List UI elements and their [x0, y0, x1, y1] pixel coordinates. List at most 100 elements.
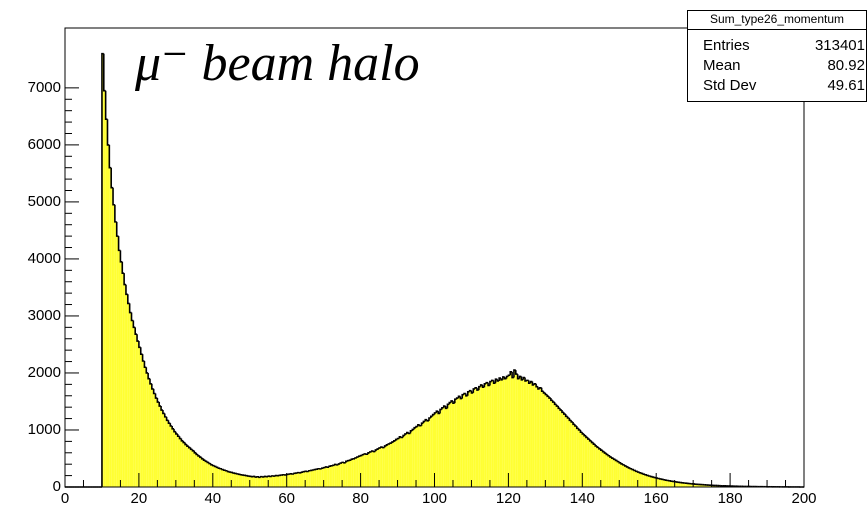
bar-outline — [636, 471, 640, 473]
bar-outline — [215, 466, 219, 469]
bar — [456, 398, 459, 487]
bar-outline — [457, 395, 461, 399]
stats-frame — [687, 10, 867, 102]
bar — [672, 481, 675, 487]
bar-outline — [596, 445, 599, 449]
y-tick-label: 1000 — [28, 421, 61, 438]
bar — [151, 388, 154, 487]
bar — [440, 409, 442, 487]
bar — [270, 476, 272, 487]
bar — [639, 472, 642, 487]
bar — [312, 470, 315, 487]
bar — [582, 433, 585, 487]
bar-outline — [167, 420, 171, 424]
bar — [617, 461, 620, 487]
bar-outline — [559, 408, 562, 411]
bar — [181, 440, 184, 487]
bar-outline — [339, 462, 343, 464]
bar — [569, 420, 572, 487]
bar-outline — [594, 444, 598, 447]
bar — [153, 393, 156, 487]
bar — [421, 423, 424, 487]
bar — [521, 379, 524, 487]
bar — [327, 467, 330, 487]
bar — [373, 451, 376, 487]
bar — [386, 444, 389, 487]
bar — [525, 380, 527, 487]
bar — [347, 460, 350, 487]
bar — [593, 444, 596, 487]
bar-outline — [599, 448, 603, 452]
bar — [124, 284, 126, 487]
bar-outline — [128, 303, 132, 314]
bar — [510, 371, 513, 487]
bar-outline — [574, 424, 577, 427]
bar-outline — [622, 463, 625, 466]
bar — [220, 468, 223, 487]
bar — [709, 485, 712, 487]
bar-outline — [114, 204, 117, 223]
bar — [266, 476, 269, 487]
bar-outline — [587, 437, 590, 440]
bar-outline — [176, 433, 180, 438]
bar — [560, 410, 562, 487]
x-tick-label: 160 — [644, 490, 669, 507]
bar — [454, 399, 457, 487]
bar-outline — [132, 320, 136, 329]
bar-outline — [520, 376, 524, 381]
x-tick-label: 40 — [204, 490, 221, 507]
x-tick-label: 60 — [278, 490, 295, 507]
bar — [628, 467, 631, 487]
stat-value: 80.92 — [827, 57, 865, 74]
bar — [174, 431, 176, 487]
bar — [451, 400, 453, 487]
bar — [107, 144, 110, 488]
bar-outline — [383, 445, 387, 448]
bar-outline — [404, 433, 407, 436]
bar-outline — [151, 383, 154, 390]
bar — [504, 378, 507, 487]
bar — [157, 402, 160, 487]
bar — [676, 482, 679, 487]
bar — [307, 471, 309, 487]
bar — [236, 473, 239, 487]
bar — [619, 462, 622, 487]
bar — [192, 450, 195, 487]
bar-outline — [387, 443, 391, 445]
bar — [395, 439, 398, 487]
bar-outline — [350, 458, 354, 461]
bar-outline — [356, 456, 359, 458]
bar — [358, 456, 361, 487]
bar-outline — [502, 376, 505, 380]
bar-outline — [575, 425, 579, 430]
bar — [216, 467, 219, 487]
bar — [576, 428, 579, 487]
bar-outline — [178, 436, 182, 440]
bar-outline — [437, 411, 441, 415]
bar — [534, 383, 537, 487]
bar-outline — [138, 341, 141, 349]
bar — [284, 474, 287, 487]
bar — [445, 408, 448, 487]
bar — [430, 416, 433, 487]
bar — [513, 370, 516, 487]
bar — [185, 444, 187, 487]
bar-outline — [418, 424, 422, 427]
bar-outline — [300, 471, 304, 473]
bar — [338, 463, 341, 487]
bar-outline — [127, 294, 130, 305]
bar — [403, 435, 405, 487]
bar-outline — [618, 461, 622, 464]
bar — [203, 460, 206, 487]
bar — [318, 468, 320, 487]
bar-outline — [193, 450, 197, 454]
bar-outline — [609, 455, 612, 458]
bar — [519, 376, 522, 487]
bar-outline — [143, 360, 147, 369]
bar-outline — [189, 447, 193, 451]
bar — [207, 462, 210, 487]
bar — [650, 476, 653, 487]
bar — [170, 425, 173, 487]
bar — [334, 464, 337, 487]
bar-outline — [561, 410, 564, 414]
